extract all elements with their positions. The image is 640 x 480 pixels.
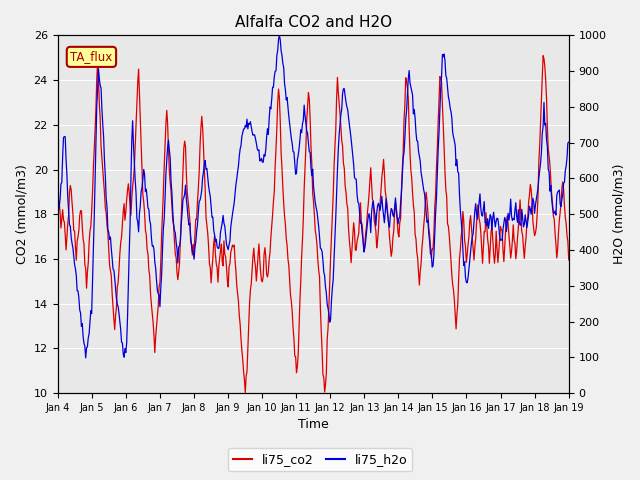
Line: li75_h2o: li75_h2o xyxy=(58,36,569,358)
li75_co2 xyxy=(565,257,573,263)
Text: TA_flux: TA_flux xyxy=(70,50,113,63)
li75_h2o xyxy=(356,220,364,226)
Y-axis label: H2O (mmol/m3): H2O (mmol/m3) xyxy=(612,164,625,264)
li75_co2 xyxy=(440,122,447,128)
li75_co2 xyxy=(540,53,547,59)
Y-axis label: CO2 (mmol/m3): CO2 (mmol/m3) xyxy=(15,164,28,264)
li75_h2o xyxy=(145,206,153,212)
li75_co2 xyxy=(144,252,152,257)
X-axis label: Time: Time xyxy=(298,419,328,432)
li75_h2o xyxy=(82,355,90,361)
li75_h2o xyxy=(565,139,573,145)
li75_co2 xyxy=(286,277,294,283)
li75_h2o xyxy=(54,211,61,217)
li75_co2 xyxy=(185,208,193,214)
li75_co2 xyxy=(241,390,249,396)
Title: Alfalfa CO2 and H2O: Alfalfa CO2 and H2O xyxy=(235,15,392,30)
li75_h2o xyxy=(397,200,404,206)
li75_co2 xyxy=(396,220,404,226)
li75_co2 xyxy=(54,194,61,200)
li75_h2o xyxy=(186,220,194,226)
Line: li75_co2: li75_co2 xyxy=(58,56,569,393)
li75_h2o xyxy=(287,128,294,133)
li75_h2o xyxy=(276,33,284,38)
li75_h2o xyxy=(440,51,448,57)
li75_co2 xyxy=(356,212,364,217)
Legend: li75_co2, li75_h2o: li75_co2, li75_h2o xyxy=(228,448,412,471)
